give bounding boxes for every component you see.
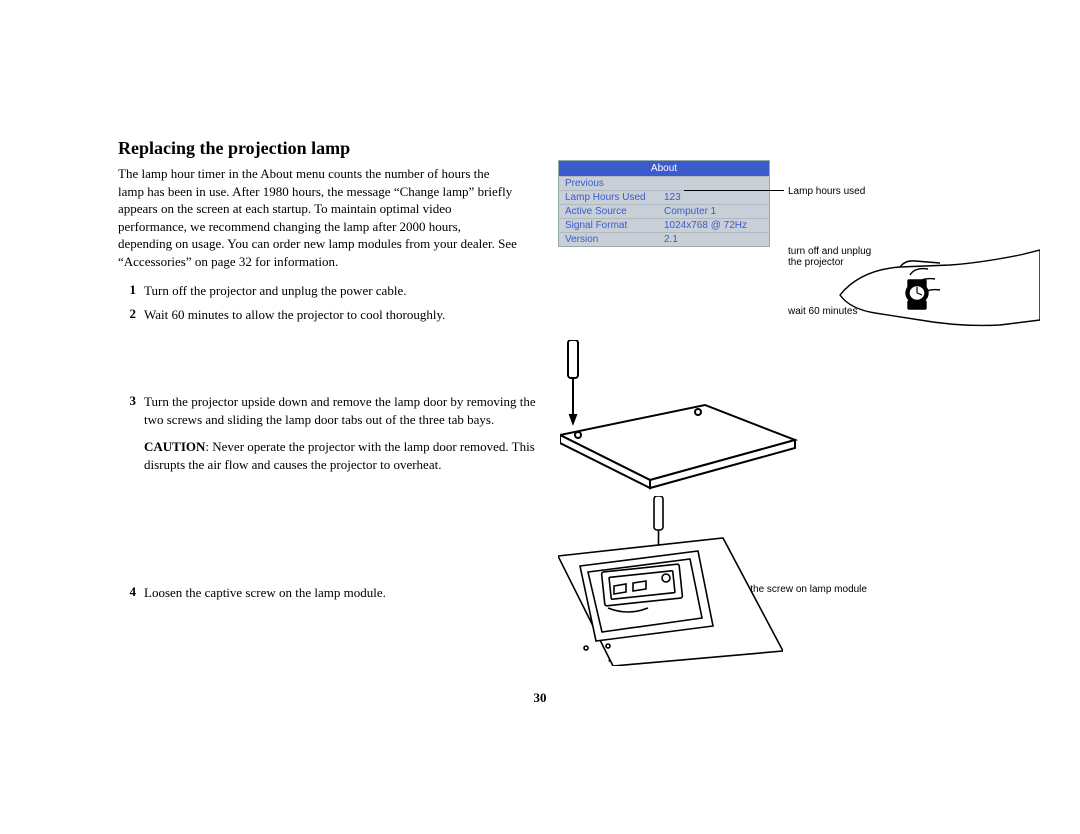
about-menu-key: Version [565, 234, 664, 245]
caution-note: CAUTION: Never operate the projector wit… [144, 438, 538, 473]
step-number: 4 [118, 584, 136, 602]
intro-paragraph: The lamp hour timer in the About menu co… [118, 165, 518, 270]
about-menu-key: Active Source [565, 206, 664, 217]
about-menu-val: 2.1 [664, 234, 763, 245]
page-number: 30 [0, 690, 1080, 706]
step-text: Wait 60 minutes to allow the projector t… [144, 306, 538, 324]
step-text: Turn the projector upside down and remov… [144, 393, 538, 428]
about-menu-row: Lamp Hours Used 123 [559, 190, 769, 204]
about-menu-row: Active Source Computer 1 [559, 204, 769, 218]
about-menu-key: Lamp Hours Used [565, 192, 664, 203]
step-number: 2 [118, 306, 136, 324]
about-menu-row: Version 2.1 [559, 232, 769, 246]
step-2: 2 Wait 60 minutes to allow the projector… [118, 306, 538, 324]
step-text: Turn off the projector and unplug the po… [144, 282, 538, 300]
label-lamp-hours: Lamp hours used [788, 186, 865, 198]
step-number: 3 [118, 393, 136, 428]
caution-label: CAUTION [144, 439, 205, 454]
about-menu-val: Computer 1 [664, 206, 763, 217]
about-menu-val [664, 178, 763, 189]
about-menu-row: Signal Format 1024x768 @ 72Hz [559, 218, 769, 232]
step-1: 1 Turn off the projector and unplug the … [118, 282, 538, 300]
step-number: 1 [118, 282, 136, 300]
step-3: 3 Turn the projector upside down and rem… [118, 393, 538, 428]
connector-line [684, 190, 784, 191]
hand-watch-illustration [820, 225, 1040, 345]
about-menu-key: Previous [565, 178, 664, 189]
about-menu-screenshot: About Previous Lamp Hours Used 123 Activ… [558, 160, 770, 247]
lamp-module-illustration [558, 496, 783, 666]
about-menu-val: 1024x768 @ 72Hz [664, 220, 763, 231]
lamp-door-illustration [560, 340, 800, 500]
page-heading: Replacing the projection lamp [118, 138, 978, 159]
step-text: Loosen the captive screw on the lamp mod… [144, 584, 538, 602]
about-menu-key: Signal Format [565, 220, 664, 231]
about-menu-row: Previous [559, 176, 769, 190]
about-menu-val: 123 [664, 192, 763, 203]
about-menu-title: About [559, 161, 769, 176]
step-4: 4 Loosen the captive screw on the lamp m… [118, 584, 538, 602]
